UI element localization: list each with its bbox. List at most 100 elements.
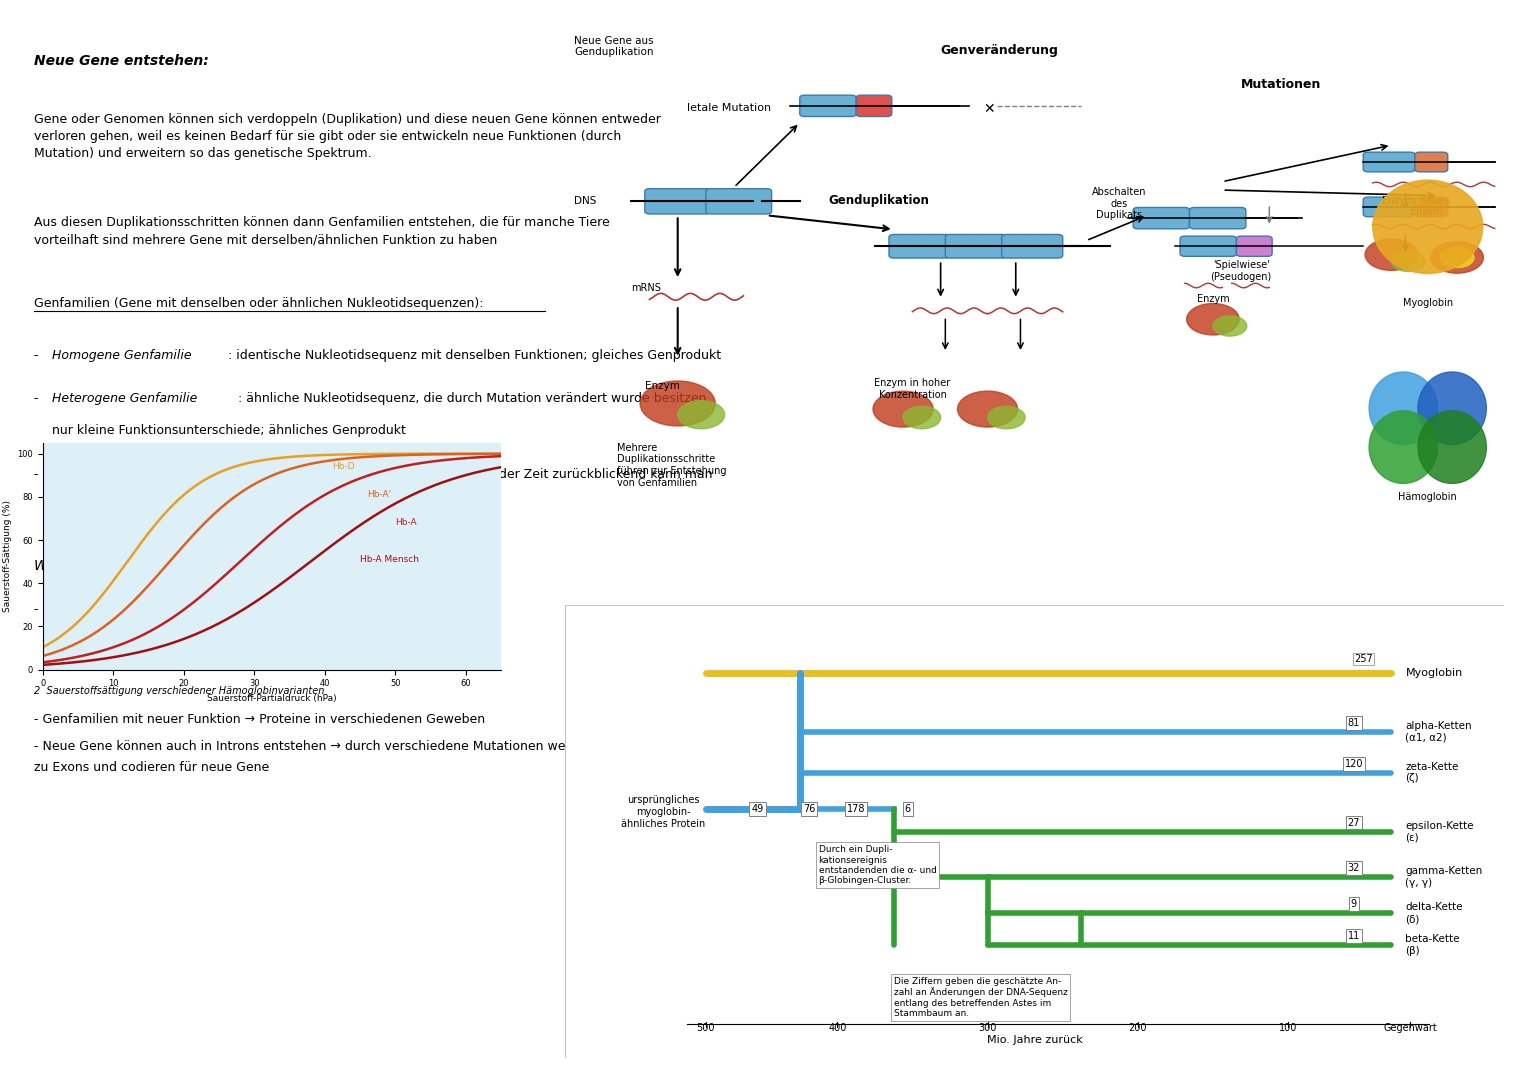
Circle shape [640, 381, 715, 426]
Polygon shape [1419, 410, 1486, 484]
FancyBboxPatch shape [800, 95, 857, 117]
Text: 9: 9 [1351, 900, 1358, 909]
Text: - Genfamilien mit gleicher Funktion → Hämoglobin bei Sperbergeier: - Genfamilien mit gleicher Funktion → Hä… [34, 603, 457, 616]
Text: Heterogene Genfamilie: Heterogene Genfamilie [52, 392, 197, 405]
Text: : ähnliche Nukleotidsequenz, die durch Mutation verändert wurde besitzen: : ähnliche Nukleotidsequenz, die durch M… [238, 392, 707, 405]
Text: sehen, dass sie mal einen gemeinsamen Ur-Gen hatten: sehen, dass sie mal einen gemeinsamen Ur… [52, 500, 400, 513]
Polygon shape [1370, 372, 1437, 445]
Text: Enzym: Enzym [1197, 294, 1229, 303]
Circle shape [1365, 239, 1417, 270]
Text: 500: 500 [696, 1024, 715, 1034]
Text: 120: 120 [1345, 758, 1364, 769]
Text: Genveränderung: Genveränderung [941, 44, 1058, 57]
FancyBboxPatch shape [1180, 237, 1237, 256]
Text: 100: 100 [1280, 1024, 1298, 1034]
Circle shape [957, 391, 1017, 427]
Text: 6: 6 [904, 804, 910, 814]
Circle shape [1431, 242, 1483, 273]
Circle shape [1212, 315, 1246, 336]
Text: DNS: DNS [574, 197, 597, 206]
Text: Superfamilie: Superfamilie [52, 468, 131, 481]
Text: zeta-Kette
(ζ): zeta-Kette (ζ) [1405, 761, 1458, 783]
Text: 200: 200 [1128, 1024, 1147, 1034]
Text: Enzym  neues
         Enzym: Enzym neues Enzym [1382, 195, 1451, 217]
X-axis label: Sauerstoff-Partialdruck (hPa): Sauerstoff-Partialdruck (hPa) [208, 693, 336, 703]
FancyBboxPatch shape [1237, 237, 1272, 256]
Circle shape [1391, 252, 1425, 271]
Text: 178: 178 [847, 804, 866, 814]
Text: Abschalten
des
Duplikats: Abschalten des Duplikats [1092, 187, 1147, 220]
FancyBboxPatch shape [1364, 152, 1416, 172]
Text: ✕: ✕ [983, 102, 994, 116]
Text: Homogene Genfamilie: Homogene Genfamilie [52, 349, 191, 362]
Text: Hb-A': Hb-A' [366, 490, 391, 499]
Text: 300: 300 [979, 1024, 997, 1034]
Text: -: - [34, 392, 43, 405]
Text: Untereinheiten
vom β-Typ: Untereinheiten vom β-Typ [1406, 832, 1480, 853]
Text: Mehrere
Duplikationsschritte
führen zur Entstehung
von Genfamilien: Mehrere Duplikationsschritte führen zur … [617, 443, 727, 487]
Text: Hb-A: Hb-A [395, 518, 417, 527]
Text: Enzym: Enzym [644, 381, 680, 391]
Text: -: - [34, 349, 43, 362]
Y-axis label: Sauerstoff-Sättigung (%): Sauerstoff-Sättigung (%) [3, 500, 12, 612]
Text: ursprüngliches
myoglobin-
ähnliches Protein: ursprüngliches myoglobin- ähnliches Prot… [621, 795, 705, 828]
Text: letale Mutation: letale Mutation [687, 103, 771, 113]
Text: Neue Gene entstehen:: Neue Gene entstehen: [34, 54, 208, 68]
Text: Durch ein Dupli-
kationsereignis
entstandenden die α- und
β-Globingen-Cluster.: Durch ein Dupli- kationsereignis entstan… [818, 846, 936, 886]
FancyBboxPatch shape [705, 189, 771, 214]
Circle shape [1440, 247, 1474, 268]
Text: gamma-Ketten
(γ, γ): gamma-Ketten (γ, γ) [1405, 866, 1483, 888]
FancyBboxPatch shape [1002, 234, 1063, 258]
Circle shape [1186, 303, 1240, 335]
Text: : komplett verschiedene Genprodukte, jedoch weit in der Zeit zurückblickend kann: : komplett verschiedene Genprodukte, jed… [162, 468, 713, 481]
Text: Hb-A Mensch: Hb-A Mensch [360, 555, 418, 564]
FancyBboxPatch shape [1190, 207, 1246, 229]
Text: nur kleine Funktionsunterschiede; ähnliches Genprodukt: nur kleine Funktionsunterschiede; ähnlic… [52, 424, 406, 437]
Text: Mio. Jahre zurück: Mio. Jahre zurück [986, 1035, 1083, 1044]
Text: Genduplikation: Genduplikation [828, 194, 928, 207]
Text: 32: 32 [1348, 863, 1361, 873]
FancyBboxPatch shape [1364, 197, 1416, 217]
Text: 2  Sauerstoffsättigung verschiedener Hämoglobinvarianten: 2 Sauerstoffsättigung verschiedener Hämo… [34, 686, 324, 696]
FancyBboxPatch shape [1133, 207, 1190, 229]
Text: 11: 11 [1348, 931, 1361, 941]
Text: : identische Nukleotidsequenz mit denselben Funktionen; gleiches Genprodukt: : identische Nukleotidsequenz mit densel… [228, 349, 721, 362]
Text: 76: 76 [803, 804, 815, 814]
Text: beta-Kette
(β): beta-Kette (β) [1405, 934, 1460, 956]
Text: zu Exons und codieren für neue Gene: zu Exons und codieren für neue Gene [34, 761, 269, 774]
Polygon shape [1419, 372, 1486, 445]
Text: delta-Kette
(δ): delta-Kette (δ) [1405, 903, 1463, 924]
Polygon shape [1370, 410, 1437, 484]
Text: Mutationen: Mutationen [1241, 78, 1321, 91]
Text: Myoglobin: Myoglobin [1403, 298, 1452, 308]
Text: alpha-Ketten
(α1, α2): alpha-Ketten (α1, α2) [1405, 721, 1472, 743]
Text: - Neue Gene können auch in Introns entstehen → durch verschiedene Mutationen wer: - Neue Gene können auch in Introns entst… [34, 740, 664, 753]
Circle shape [678, 401, 725, 429]
FancyBboxPatch shape [1416, 197, 1448, 217]
Text: - Genfamilien mit neuer Funktion → Proteine in verschiedenen Geweben: - Genfamilien mit neuer Funktion → Prote… [34, 713, 484, 726]
Text: Gegenwart: Gegenwart [1383, 1024, 1437, 1034]
Text: Wie entstehen die neuen Gene:: Wie entstehen die neuen Gene: [34, 559, 253, 573]
Circle shape [873, 391, 933, 427]
Text: 400: 400 [828, 1024, 846, 1034]
Text: 257: 257 [1354, 653, 1373, 664]
Text: Gene oder Genomen können sich verdoppeln (Duplikation) und diese neuen Gene könn: Gene oder Genomen können sich verdoppeln… [34, 113, 661, 161]
Text: 81: 81 [1348, 718, 1361, 728]
Circle shape [988, 406, 1025, 429]
Text: 49: 49 [751, 804, 764, 814]
Text: Enzym in hoher
Konzentration: Enzym in hoher Konzentration [875, 378, 951, 400]
Text: mRNS: mRNS [631, 283, 661, 293]
Text: Die Ziffern geben die geschätzte An-
zahl an Änderungen der DNA-Sequenz
entlang : Die Ziffern geben die geschätzte An- zah… [893, 976, 1067, 1018]
FancyBboxPatch shape [565, 605, 1504, 1058]
Text: Myoglobin: Myoglobin [1405, 667, 1463, 678]
Text: Aus diesen Duplikationsschritten können dann Genfamilien entstehen, die für manc: Aus diesen Duplikationsschritten können … [34, 216, 609, 246]
FancyBboxPatch shape [644, 189, 710, 214]
FancyBboxPatch shape [945, 234, 1006, 258]
Text: Hämoglobin: Hämoglobin [1399, 492, 1457, 502]
Text: Hb-D: Hb-D [331, 462, 354, 471]
Circle shape [902, 406, 941, 429]
FancyBboxPatch shape [1416, 152, 1448, 172]
Text: 27: 27 [1348, 818, 1361, 827]
Text: -: - [34, 468, 43, 481]
Text: 'Spielwiese'
(Pseudogen): 'Spielwiese' (Pseudogen) [1211, 260, 1272, 282]
